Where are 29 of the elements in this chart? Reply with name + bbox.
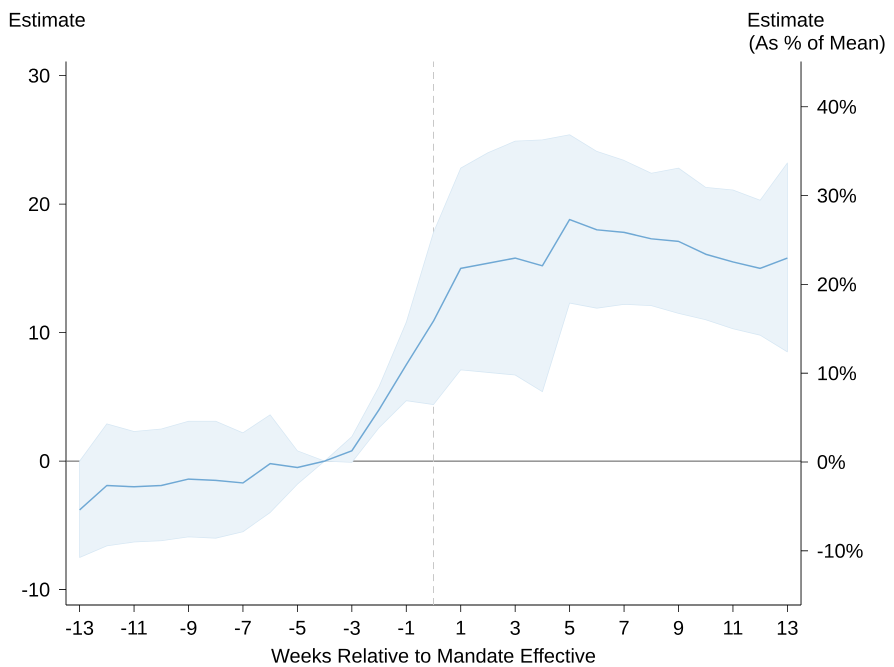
y-axis-title: Estimate [10,12,85,27]
y-tick-label: 0 [40,454,50,468]
x-tick-label: 1 [456,620,466,635]
y2-tick-label: 40% [817,100,856,114]
y-tick-label: 10 [30,326,50,340]
y2-tick-label: 10% [818,366,856,380]
x-tick-label: 5 [564,620,574,635]
x-tick-label: -3 [344,620,360,635]
y2-axis-title: Estimate (As % of Mean) [748,12,885,54]
y2-tick-label: 20% [818,277,856,292]
x-tick-label: -5 [289,620,306,635]
x-tick-label: 3 [510,620,520,635]
y2-tick-label: 30% [818,188,856,203]
x-axis-title: Weeks Relative to Mandate Effective [271,648,596,663]
x-tick-label: -7 [234,620,251,635]
x-tick-label: 13 [778,620,798,635]
x-tick-label: 9 [674,620,684,635]
x-tick-label: 7 [620,620,629,635]
y-tick-label: 30 [28,68,50,83]
y2-tick-label: 0% [818,454,845,470]
x-tick-label: -13 [66,620,94,635]
x-tick-label: -1 [398,620,414,635]
y2-tick-label: -10% [818,544,863,558]
x-tick-label: -11 [121,620,147,635]
line-series [78,218,788,511]
y-tick-label: -10 [22,582,50,597]
y-tick-label: 20 [28,197,50,212]
x-tick-label: -9 [180,620,196,635]
x-tick-label: 11 [724,620,742,635]
